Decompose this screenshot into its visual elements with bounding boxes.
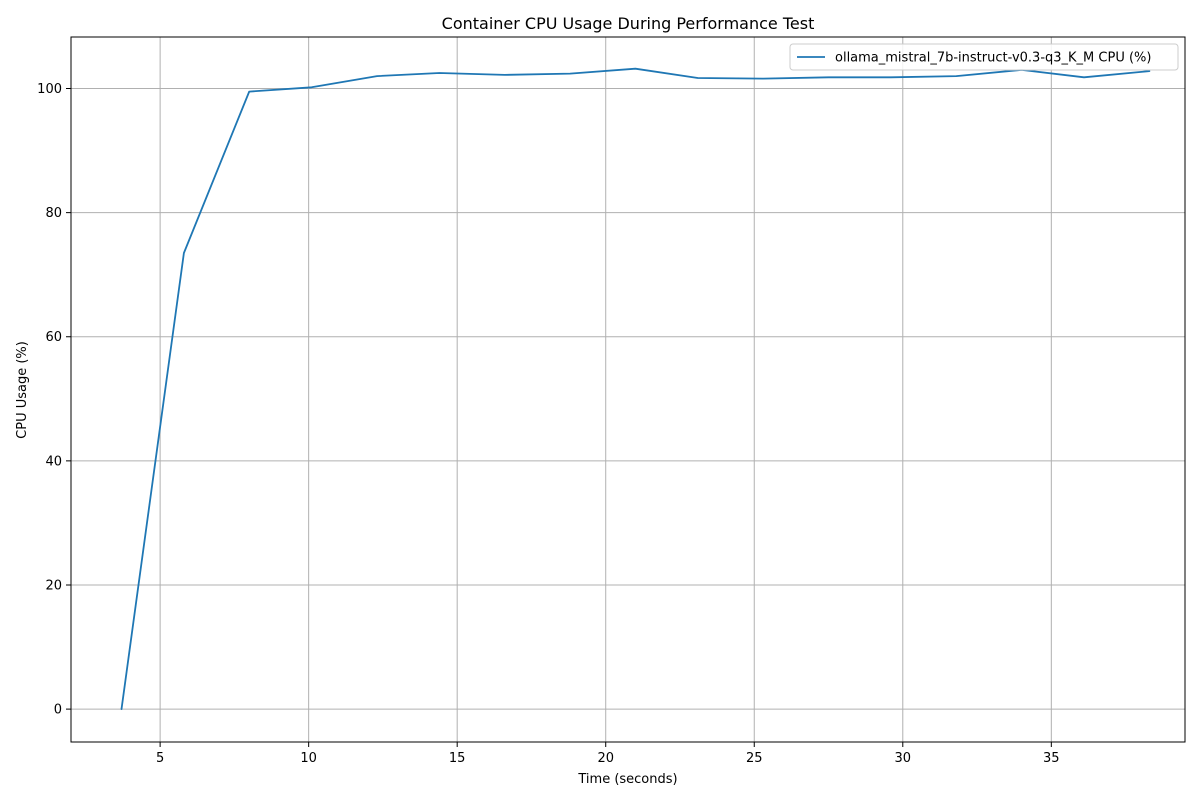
x-tick-label: 10: [300, 751, 317, 766]
y-tick-label: 40: [45, 454, 62, 469]
x-tick-label: 35: [1043, 751, 1060, 766]
plot-frame: [70, 36, 1186, 743]
legend-entry-label: ollama_mistral_7b-instruct-v0.3-q3_K_M C…: [835, 51, 1151, 66]
legend: ollama_mistral_7b-instruct-v0.3-q3_K_M C…: [789, 43, 1179, 71]
y-tick-label: 60: [45, 330, 62, 345]
x-tick-label: 20: [597, 751, 614, 766]
x-tick-label: 25: [746, 751, 763, 766]
y-tick-label: 80: [45, 206, 62, 221]
x-tick-label: 5: [156, 751, 164, 766]
x-axis-label: Time (seconds): [577, 772, 677, 787]
y-axis-label: CPU Usage (%): [15, 341, 30, 439]
legend-box: [789, 43, 1179, 71]
x-tick-label: 30: [895, 751, 912, 766]
series-line-0: [120, 67, 1151, 710]
chart-title: Container CPU Usage During Performance T…: [442, 14, 815, 33]
series-lines: [120, 67, 1151, 710]
y-tick-label: 0: [54, 703, 62, 718]
x-axis-ticks: 5 10 15 20 25 30 35: [156, 742, 1060, 766]
y-tick-label: 100: [37, 82, 62, 97]
x-tick-label: 15: [449, 751, 466, 766]
grid-lines: [71, 37, 1185, 742]
y-axis-ticks: 0 20 40 60 80 100: [37, 82, 71, 718]
y-tick-label: 20: [45, 578, 62, 593]
